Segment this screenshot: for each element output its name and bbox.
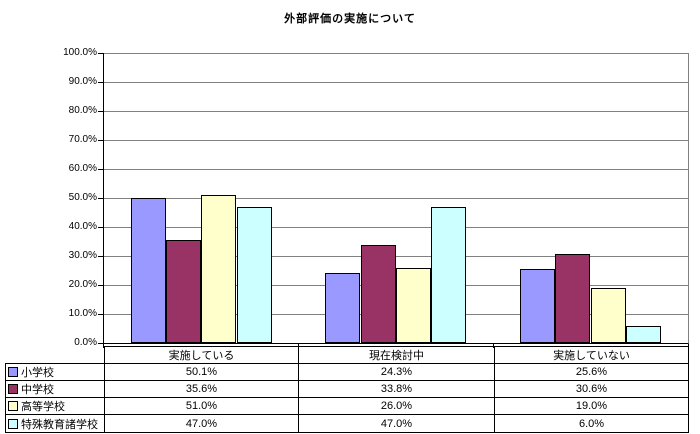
y-axis-tick-label: 90.0%: [68, 76, 97, 87]
y-axis-tick-label: 40.0%: [68, 221, 97, 232]
legend-swatch-icon: [8, 418, 18, 429]
table-value-cell: 19.0%: [495, 398, 688, 415]
x-axis-tick-mark: [688, 344, 689, 348]
bar-特殊教育諸学校-現在検討中: [431, 207, 466, 343]
y-axis-tick-mark: [98, 140, 103, 141]
y-axis-tick-label: 30.0%: [68, 250, 97, 261]
table-category-header: 実施している: [105, 347, 299, 363]
x-axis-tick-mark: [103, 344, 104, 348]
y-axis-tick-mark: [98, 169, 103, 170]
gridline: [104, 256, 688, 257]
bar-特殊教育諸学校-実施している: [237, 207, 272, 343]
table-category-header: 現在検討中: [299, 347, 495, 363]
legend-swatch-icon: [8, 401, 18, 411]
table-value-cell: 30.6%: [495, 381, 688, 398]
table-value-cell: 25.6%: [495, 364, 688, 381]
table-value-cell: 24.3%: [299, 364, 495, 381]
y-axis-tick-mark: [98, 198, 103, 199]
table-value-cell: 6.0%: [578, 417, 605, 430]
legend-swatch-icon: [8, 367, 18, 377]
table-value-cell: 35.6%: [105, 381, 299, 398]
y-axis-tick-label: 60.0%: [68, 163, 97, 174]
x-axis-tick-mark: [298, 344, 299, 348]
y-axis-tick-label: 10.0%: [68, 308, 97, 319]
table-value-cell: 47.0%: [105, 415, 299, 432]
y-axis-tick-label: 20.0%: [68, 279, 97, 290]
y-axis-tick-label: 0.0%: [74, 337, 97, 348]
data-table-body: 小学校 50.1% 24.3% 25.6% 中学校 35.6% 33.8% 30.6% 高等学校…: [5, 363, 689, 433]
legend-swatch-icon: [8, 384, 18, 394]
table-value-cell: 50.1%: [105, 364, 299, 381]
legend-cell-小学校: 小学校: [6, 364, 105, 381]
y-axis-tick-mark: [98, 285, 103, 286]
legend-cell-高等学校: 高等学校: [6, 398, 105, 415]
data-table-header-row: 実施している 現在検討中 実施していない: [104, 346, 689, 364]
table-category-header: 実施していない: [553, 350, 630, 362]
bar-小学校-実施している: [131, 198, 166, 343]
bar-中学校-実施している: [166, 240, 201, 343]
table-value-cell: 26.0%: [299, 398, 495, 415]
bar-小学校-実施していない: [520, 269, 555, 343]
bar-高等学校-実施していない: [591, 288, 626, 343]
y-axis-tick-label: 100.0%: [63, 47, 97, 58]
y-axis-tick-mark: [98, 82, 103, 83]
gridline: [104, 111, 688, 112]
y-axis-tick-label: 70.0%: [68, 134, 97, 145]
y-axis-tick-mark: [98, 314, 103, 315]
bar-小学校-現在検討中: [325, 273, 360, 343]
table-value-cell: 51.0%: [105, 398, 299, 415]
y-axis-tick-mark: [98, 111, 103, 112]
legend-series-name: 高等学校: [21, 401, 65, 413]
plot-area: [103, 53, 689, 344]
bar-中学校-実施していない: [555, 254, 590, 343]
legend-cell-特殊教育諸学校: 特殊教育諸学校: [6, 415, 105, 432]
gridline: [104, 198, 688, 199]
bar-特殊教育諸学校-実施していない: [626, 326, 661, 343]
y-axis-tick-mark: [98, 227, 103, 228]
bar-中学校-現在検討中: [361, 245, 396, 343]
legend-series-name: 特殊教育諸学校: [21, 418, 98, 431]
table-value-cell: 33.8%: [299, 381, 495, 398]
x-axis-tick-mark: [493, 344, 494, 348]
gridline: [104, 82, 688, 83]
chart-title: 外部評価の実施について: [284, 13, 416, 25]
legend-series-name: 中学校: [21, 384, 54, 396]
bar-高等学校-現在検討中: [396, 268, 431, 343]
gridline: [104, 53, 688, 54]
table-value-cell: 47.0%: [299, 415, 495, 432]
legend-cell-中学校: 中学校: [6, 381, 105, 398]
y-axis-tick-mark: [98, 53, 103, 54]
gridline: [104, 140, 688, 141]
y-axis-tick-mark: [98, 343, 103, 344]
legend-series-name: 小学校: [21, 367, 54, 379]
gridline: [104, 169, 688, 170]
bar-高等学校-実施している: [201, 195, 236, 343]
y-axis-tick-mark: [98, 256, 103, 257]
y-axis-tick-label: 80.0%: [68, 105, 97, 116]
y-axis-tick-label: 50.0%: [68, 192, 97, 203]
gridline: [104, 227, 688, 228]
